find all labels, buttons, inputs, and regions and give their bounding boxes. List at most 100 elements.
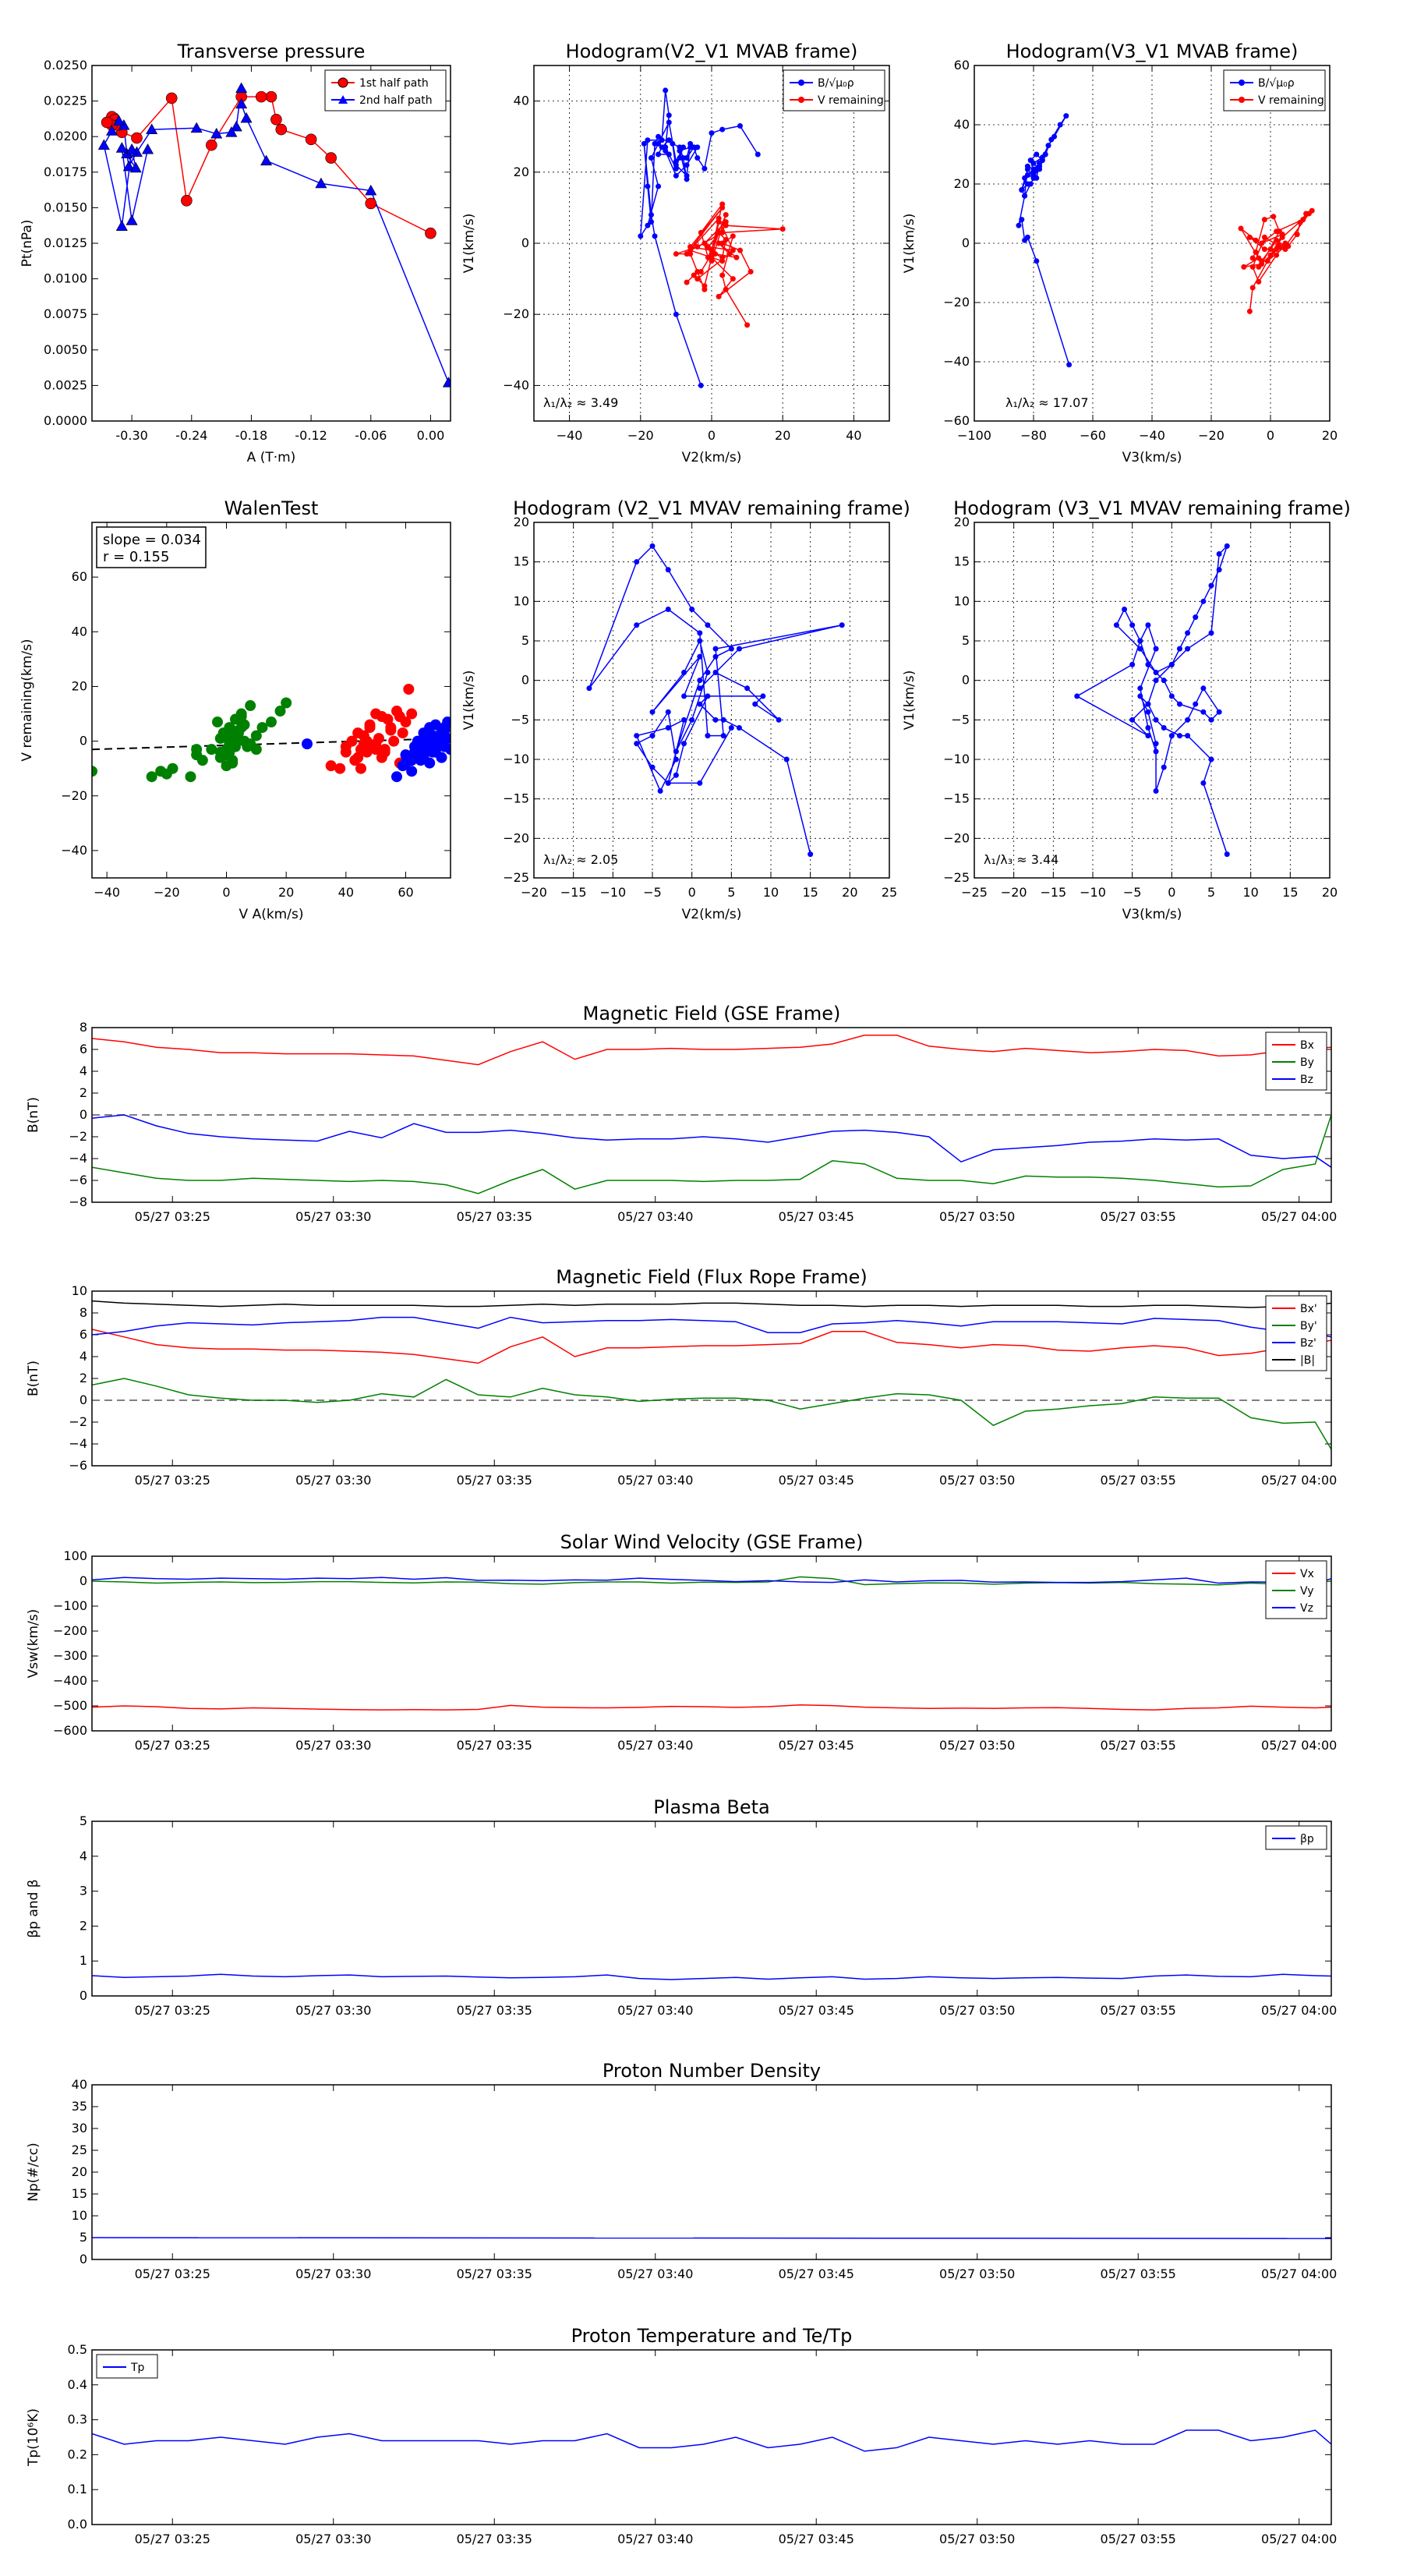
h1-point-b bbox=[666, 112, 672, 119]
h1-point-v bbox=[691, 272, 697, 278]
mag_fr-xtick-label: 05/27 03:25 bbox=[135, 1473, 210, 1488]
h3-point-b bbox=[665, 567, 671, 573]
tp_temp-chart: 05/27 03:25 05/27 03:30 05/27 03:35 05/27 0… bbox=[26, 2325, 1337, 2546]
h3-point-b bbox=[736, 724, 742, 731]
h1-point-v bbox=[702, 286, 708, 292]
h4-ytick-label: 5 bbox=[962, 633, 970, 648]
h2-xtick-label: −100 bbox=[957, 428, 991, 443]
h1-point-v bbox=[687, 247, 694, 253]
walen-point-blue bbox=[436, 733, 447, 745]
h2-point-v bbox=[1246, 234, 1253, 240]
beta-ytick-label: 5 bbox=[80, 1813, 87, 1828]
h2-ytick-label: −40 bbox=[943, 354, 970, 369]
walen-point-red bbox=[406, 708, 418, 720]
h2-point-b bbox=[1037, 160, 1043, 166]
h4-xtick-label: 15 bbox=[1282, 885, 1298, 900]
walen-point-green bbox=[221, 760, 232, 772]
walen-point-red bbox=[352, 752, 364, 763]
h3-xtick-label: 20 bbox=[842, 885, 857, 900]
h2-xtick-label: −60 bbox=[1080, 428, 1106, 443]
walen-point-blue bbox=[436, 752, 447, 763]
beta-ytick-label: 3 bbox=[80, 1884, 87, 1898]
h1-point-b bbox=[673, 311, 679, 317]
beta-ytick-label: 1 bbox=[80, 1953, 87, 1968]
walen-point-red bbox=[355, 763, 366, 774]
tp-title: Transverse pressure bbox=[177, 41, 366, 62]
walen-point-green bbox=[214, 733, 226, 745]
h2-ytick-label: 60 bbox=[954, 58, 970, 73]
h3-point-b bbox=[712, 653, 719, 660]
h1-point-v bbox=[709, 258, 715, 264]
h2-point-v bbox=[1294, 232, 1300, 238]
h1-point-b bbox=[670, 140, 676, 147]
h2-legend-marker bbox=[1239, 80, 1245, 86]
tp-point-2nd bbox=[129, 161, 142, 173]
h4-point-b bbox=[1185, 733, 1191, 739]
walen-point-green bbox=[235, 708, 247, 720]
tp-legend-label: 2nd half path bbox=[359, 94, 433, 107]
h2-chart: −100 −80 −60 −40 −20 0 20 −60 −40 −20 0 20 40 60 Hodog… bbox=[902, 41, 1338, 465]
h2-point-b bbox=[1022, 193, 1028, 199]
h1-point-v bbox=[719, 258, 726, 264]
tp-point-2nd bbox=[115, 142, 128, 153]
h1-point-b bbox=[648, 219, 654, 225]
h2-point-b bbox=[1034, 151, 1040, 157]
h3-ytick-label: 0 bbox=[521, 673, 529, 688]
h2-point-b bbox=[1063, 113, 1069, 119]
walen-point-blue bbox=[439, 722, 451, 734]
tp_temp-legend-label: Tp bbox=[130, 2362, 145, 2374]
h4-point-b bbox=[1208, 582, 1214, 589]
h1-point-v bbox=[730, 233, 736, 239]
h4-point-b bbox=[1122, 606, 1128, 612]
walen-ylabel: V remaining(km/s) bbox=[19, 639, 35, 761]
mag_gse-title: Magnetic Field (GSE Frame) bbox=[583, 1003, 841, 1024]
h2-point-b bbox=[1027, 157, 1034, 164]
mag_gse-ylabel: B(nT) bbox=[26, 1097, 41, 1133]
h1-point-v bbox=[719, 229, 726, 235]
h2-point-b bbox=[1024, 166, 1030, 172]
h4-point-b bbox=[1161, 724, 1167, 731]
mag_gse-chart: 05/27 03:25 05/27 03:30 05/27 03:35 05/27 0… bbox=[26, 1003, 1337, 1224]
np-xtick-label: 05/27 03:40 bbox=[617, 2266, 693, 2281]
mag_fr-xtick-label: 05/27 03:50 bbox=[939, 1473, 1015, 1488]
h1-point-v bbox=[716, 293, 722, 299]
h2-point-v bbox=[1267, 252, 1274, 258]
h2-point-v bbox=[1253, 237, 1259, 243]
h1-point-b bbox=[677, 155, 683, 161]
mag_gse-ytick-label: 2 bbox=[80, 1085, 87, 1100]
h4-point-b bbox=[1145, 661, 1151, 667]
h4-point-b bbox=[1129, 622, 1136, 628]
h2-point-v bbox=[1270, 214, 1277, 220]
h4-point-b bbox=[1216, 567, 1222, 573]
mag_gse-ytick-label: −6 bbox=[69, 1173, 87, 1187]
tp-point-2nd bbox=[122, 160, 135, 172]
h4-point-b bbox=[1176, 733, 1182, 739]
vsw-title: Solar Wind Velocity (GSE Frame) bbox=[560, 1531, 864, 1553]
tp-point-2nd bbox=[125, 214, 138, 225]
mag_gse-legend-label: Bz bbox=[1300, 1074, 1313, 1086]
mag_fr-title: Magnetic Field (Flux Rope Frame) bbox=[556, 1266, 867, 1288]
h1-point-b bbox=[719, 126, 726, 133]
h2-annotation: λ₁/λ₂ ≈ 17.07 bbox=[1005, 395, 1089, 410]
tp-point-1st bbox=[325, 152, 337, 164]
walen-ytick-label: 60 bbox=[72, 569, 87, 584]
h3-point-b bbox=[634, 622, 640, 628]
h4-point-b bbox=[1074, 693, 1080, 699]
beta-xtick-label: 05/27 03:55 bbox=[1101, 2003, 1176, 2018]
h1-point-b bbox=[680, 144, 687, 150]
h2-point-v bbox=[1256, 278, 1262, 285]
tp-point-1st bbox=[275, 123, 288, 136]
h2-point-v bbox=[1297, 219, 1303, 225]
h4-ytick-label: −5 bbox=[951, 712, 970, 727]
tp-point-1st bbox=[270, 114, 282, 126]
h4-point-b bbox=[1145, 622, 1151, 628]
h4-point-b bbox=[1161, 764, 1167, 770]
h3-xtick-label: −5 bbox=[643, 885, 662, 900]
h4-series-b bbox=[1076, 545, 1228, 855]
h1-point-v bbox=[747, 268, 754, 274]
h1-legend-label: V remaining bbox=[818, 94, 884, 107]
tp_temp-xtick-label: 05/27 03:55 bbox=[1101, 2532, 1176, 2546]
h1-point-v bbox=[684, 251, 690, 257]
mag_fr-series-Bz' bbox=[92, 1316, 1331, 1338]
mag_fr-ytick-label: 10 bbox=[72, 1283, 87, 1298]
